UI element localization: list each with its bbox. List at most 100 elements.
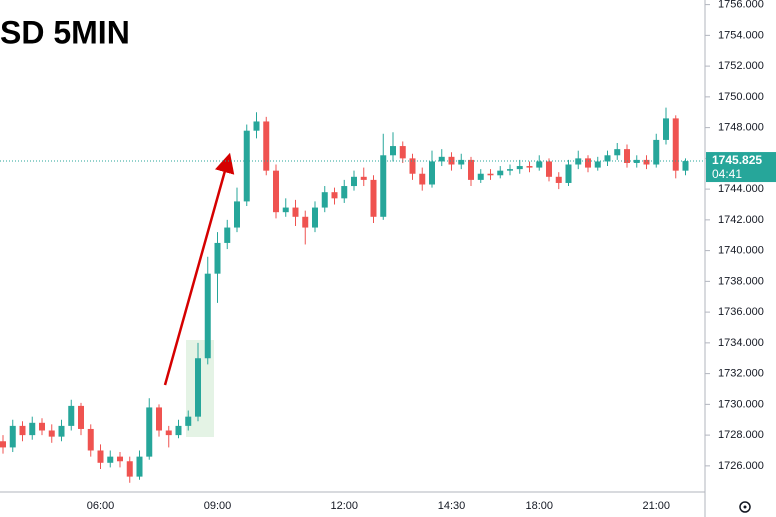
candle-body bbox=[58, 425, 65, 437]
candle-body bbox=[243, 130, 250, 202]
y-tick-label: 1750.000 bbox=[718, 91, 764, 103]
candle-body bbox=[487, 173, 494, 176]
candle-body bbox=[273, 170, 279, 213]
candle-body bbox=[536, 161, 543, 168]
x-tick-label: 14:30 bbox=[438, 500, 466, 512]
y-tick-label: 1742.000 bbox=[718, 214, 764, 226]
candle-body bbox=[292, 207, 299, 217]
candle-body bbox=[156, 407, 162, 431]
candle-body bbox=[585, 158, 591, 168]
candle-body bbox=[438, 156, 445, 162]
candle-body bbox=[312, 207, 318, 228]
candle-body bbox=[360, 176, 367, 180]
candle-body bbox=[185, 416, 192, 426]
candle-body bbox=[477, 173, 484, 180]
candle-body bbox=[399, 146, 406, 159]
candle-body bbox=[565, 164, 572, 183]
y-tick-label: 1756.000 bbox=[718, 0, 764, 11]
candle-body bbox=[614, 149, 621, 156]
y-tick-label: 1754.000 bbox=[718, 29, 764, 41]
candle-body bbox=[643, 159, 650, 165]
settings-icon[interactable] bbox=[739, 501, 751, 513]
last-price-box bbox=[706, 152, 776, 183]
candle-body bbox=[672, 118, 679, 171]
candle-body bbox=[516, 166, 523, 170]
candle-body bbox=[78, 405, 84, 429]
y-tick-label: 1728.000 bbox=[718, 429, 764, 441]
y-tick-label: 1738.000 bbox=[718, 275, 764, 287]
y-tick-label: 1752.000 bbox=[718, 60, 764, 72]
candle-body bbox=[468, 159, 474, 180]
candle-body bbox=[97, 450, 104, 463]
candle-body bbox=[331, 192, 338, 199]
candle-body bbox=[117, 456, 123, 462]
candle-body bbox=[370, 179, 377, 217]
y-tick-label: 1748.000 bbox=[718, 122, 764, 134]
candle-body bbox=[575, 158, 582, 165]
candle-body bbox=[419, 173, 426, 185]
candle-body bbox=[214, 242, 221, 274]
candle-body bbox=[126, 461, 133, 477]
candle-body bbox=[0, 441, 6, 448]
candle-body bbox=[507, 169, 513, 171]
candle-body bbox=[302, 216, 309, 228]
x-tick-label: 12:00 bbox=[330, 500, 358, 512]
candle-body bbox=[682, 161, 689, 171]
candle-body bbox=[175, 425, 182, 436]
y-tick-label: 1734.000 bbox=[718, 337, 764, 349]
candle-body bbox=[9, 425, 16, 448]
candle-body bbox=[87, 428, 94, 451]
y-tick-label: 1726.000 bbox=[718, 460, 764, 472]
candle-body bbox=[351, 176, 357, 187]
candle-body bbox=[497, 170, 504, 176]
candle-body bbox=[282, 207, 289, 213]
candle-body bbox=[136, 456, 143, 477]
candle-body bbox=[195, 358, 201, 417]
x-tick-label: 21:00 bbox=[642, 500, 670, 512]
arrow bbox=[163, 152, 235, 386]
candle-body bbox=[624, 149, 630, 163]
plot-area bbox=[0, 107, 689, 483]
candle-body bbox=[234, 201, 240, 228]
candle-body bbox=[458, 159, 465, 165]
last-price-label: 1745.825 bbox=[712, 153, 762, 167]
candle-body bbox=[253, 121, 260, 131]
candle-body bbox=[526, 166, 533, 168]
candle-body bbox=[165, 430, 172, 436]
candle-body bbox=[39, 422, 45, 431]
candle-body bbox=[204, 273, 211, 359]
candle-body bbox=[653, 139, 660, 165]
candle-body bbox=[546, 161, 552, 177]
candle-body bbox=[29, 422, 36, 436]
candle-body bbox=[663, 118, 669, 140]
y-tick-label: 1740.000 bbox=[718, 245, 764, 257]
x-tick-label: 18:00 bbox=[525, 500, 553, 512]
candle-body bbox=[409, 158, 416, 174]
candle-body bbox=[380, 155, 387, 217]
x-tick-label: 06:00 bbox=[87, 500, 115, 512]
candle-body bbox=[19, 425, 26, 436]
candle-body bbox=[68, 405, 75, 426]
chart-title: SD 5MIN bbox=[0, 14, 130, 50]
y-tick-label: 1732.000 bbox=[718, 368, 764, 380]
candle-body bbox=[390, 146, 396, 156]
countdown-label: 04:41 bbox=[712, 167, 742, 181]
candle-body bbox=[604, 155, 611, 162]
candle-body bbox=[594, 161, 601, 168]
candle-body bbox=[321, 192, 328, 208]
y-tick-label: 1730.000 bbox=[718, 398, 764, 410]
candle-body bbox=[341, 186, 348, 199]
x-tick-label: 09:00 bbox=[204, 500, 232, 512]
y-tick-label: 1744.000 bbox=[718, 183, 764, 195]
candle-body bbox=[448, 156, 455, 165]
candle-body bbox=[48, 430, 55, 437]
y-tick-label: 1736.000 bbox=[718, 306, 764, 318]
candle-body bbox=[263, 121, 270, 171]
candle-body bbox=[429, 161, 435, 185]
candle-body bbox=[146, 407, 153, 457]
candle-body bbox=[555, 176, 562, 183]
candle-body bbox=[224, 227, 231, 243]
